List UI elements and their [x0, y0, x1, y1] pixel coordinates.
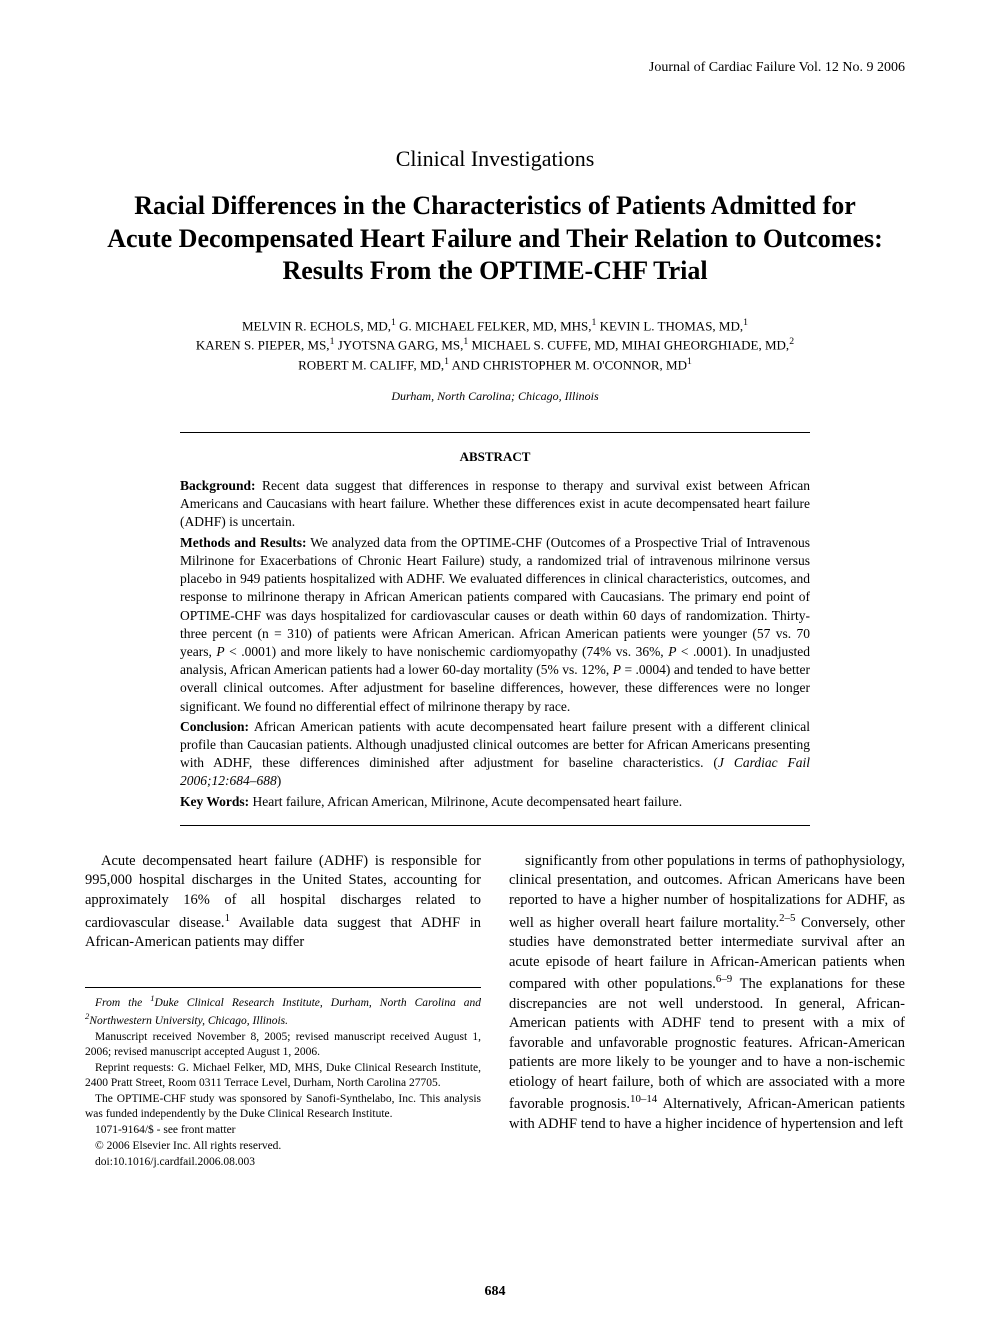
- abstract-conclusion-text: African American patients with acute dec…: [180, 719, 810, 789]
- abstract-methods: Methods and Results: We analyzed data fr…: [180, 534, 810, 716]
- abstract-background: Background: Recent data suggest that dif…: [180, 477, 810, 532]
- journal-header: Journal of Cardiac Failure Vol. 12 No. 9…: [85, 60, 905, 76]
- footnote-doi: doi:10.1016/j.cardfail.2006.08.003: [85, 1155, 481, 1170]
- footnotes: From the 1Duke Clinical Research Institu…: [85, 987, 481, 1170]
- abstract-heading: ABSTRACT: [85, 449, 905, 465]
- affiliations: Durham, North Carolina; Chicago, Illinoi…: [85, 389, 905, 404]
- section-label: Clinical Investigations: [85, 146, 905, 172]
- abstract-keywords-label: Key Words:: [180, 794, 249, 809]
- abstract-body: Background: Recent data suggest that dif…: [180, 477, 810, 811]
- footnote-sponsor: The OPTIME-CHF study was sponsored by Sa…: [85, 1092, 481, 1122]
- body-paragraph-right: significantly from other populations in …: [509, 852, 905, 1134]
- abstract-methods-text: We analyzed data from the OPTIME-CHF (Ou…: [180, 535, 810, 714]
- page-number: 684: [0, 1284, 990, 1300]
- abstract-conclusion: Conclusion: African American patients wi…: [180, 718, 810, 791]
- abstract-keywords-text: Heart failure, African American, Milrino…: [249, 794, 682, 809]
- footnote-copyright: © 2006 Elsevier Inc. All rights reserved…: [85, 1139, 481, 1154]
- article-title: Racial Differences in the Characteristic…: [105, 190, 885, 288]
- author-list: MELVIN R. ECHOLS, MD,1 G. MICHAEL FELKER…: [85, 316, 905, 375]
- body-paragraph-left: Acute decompensated heart failure (ADHF)…: [85, 852, 481, 953]
- body-column-left: Acute decompensated heart failure (ADHF)…: [85, 852, 481, 1171]
- abstract-methods-label: Methods and Results:: [180, 535, 307, 550]
- abstract-conclusion-label: Conclusion:: [180, 719, 249, 734]
- abstract-rule-bottom: [180, 825, 810, 826]
- abstract-keywords: Key Words: Heart failure, African Americ…: [180, 793, 810, 811]
- footnote-dates: Manuscript received November 8, 2005; re…: [85, 1030, 481, 1060]
- abstract-rule-top: [180, 432, 810, 433]
- body-columns: Acute decompensated heart failure (ADHF)…: [85, 852, 905, 1171]
- body-column-right: significantly from other populations in …: [509, 852, 905, 1171]
- abstract-background-text: Recent data suggest that differences in …: [180, 478, 810, 529]
- footnote-reprints: Reprint requests: G. Michael Felker, MD,…: [85, 1061, 481, 1091]
- abstract-background-label: Background:: [180, 478, 256, 493]
- footnote-affil: From the 1Duke Clinical Research Institu…: [85, 994, 481, 1030]
- footnote-front-matter: 1071-9164/$ - see front matter: [85, 1123, 481, 1138]
